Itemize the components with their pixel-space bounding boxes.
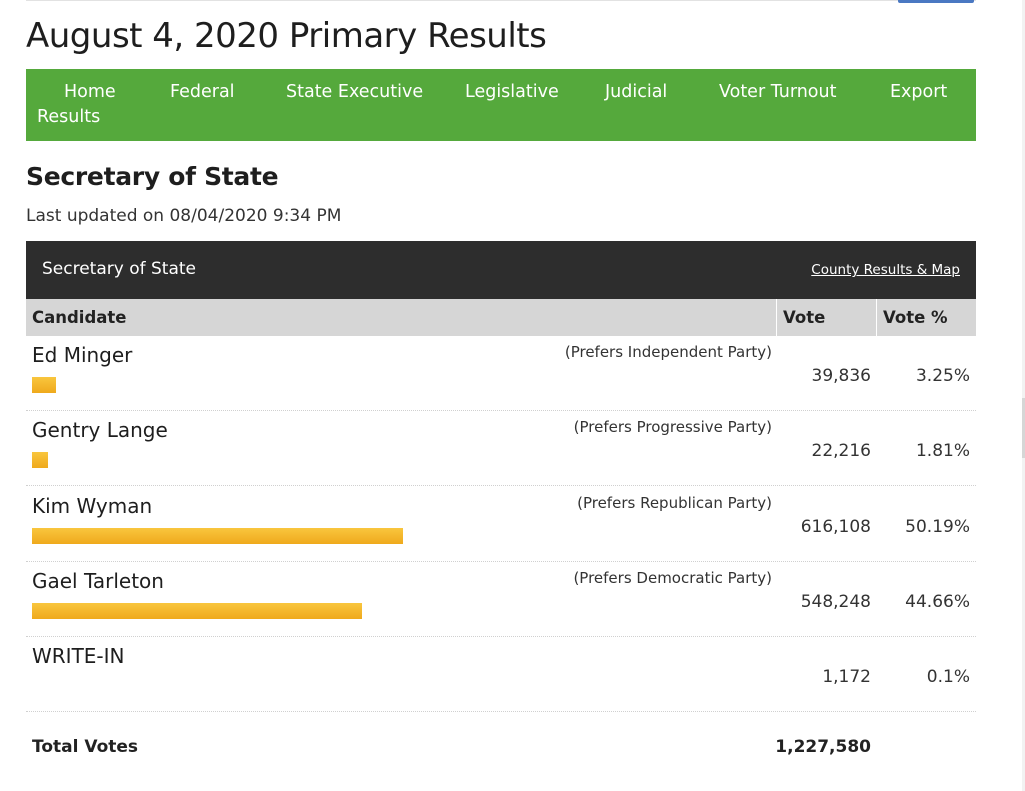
nav-state-executive[interactable]: State Executive <box>286 82 424 102</box>
scrollbar-track[interactable] <box>1022 0 1025 791</box>
result-row: Ed Minger (Prefers Independent Party) 39… <box>26 336 976 411</box>
vote-share-bar <box>32 377 56 393</box>
top-divider <box>26 0 976 1</box>
nav-export[interactable]: Export <box>890 82 948 102</box>
result-row: Gael Tarleton (Prefers Democratic Party)… <box>26 562 976 637</box>
party-preference: (Prefers Democratic Party) <box>573 569 772 587</box>
party-preference: (Prefers Republican Party) <box>577 494 772 512</box>
candidate-name: Kim Wyman <box>32 494 153 518</box>
county-results-link[interactable]: County Results & Map <box>811 262 960 278</box>
nav-judicial[interactable]: Judicial <box>605 82 668 102</box>
nav-home-results-line1: Home <box>64 82 116 102</box>
party-preference: (Prefers Independent Party) <box>564 343 772 361</box>
vote-percent: 1.81% <box>915 441 970 461</box>
total-votes-value: 1,227,580 <box>775 737 871 757</box>
section-title: Secretary of State <box>26 162 279 191</box>
candidate-name: WRITE-IN <box>32 644 125 668</box>
nav-legislative[interactable]: Legislative <box>465 82 559 102</box>
results-table-header: Candidate Vote Vote % <box>26 299 976 336</box>
top-accent-tab[interactable] <box>898 0 974 3</box>
nav-federal[interactable]: Federal <box>170 82 235 102</box>
race-header: Secretary of State County Results & Map <box>26 241 976 299</box>
vote-percent: 3.25% <box>915 366 970 386</box>
total-votes-label: Total Votes <box>32 737 139 757</box>
column-candidate: Candidate <box>32 308 127 327</box>
vote-count: 1,172 <box>822 667 871 687</box>
vote-percent: 44.66% <box>905 592 970 612</box>
vote-count: 39,836 <box>811 366 871 386</box>
candidate-name: Gentry Lange <box>32 418 168 442</box>
nav-home-results[interactable]: Home Results <box>37 80 116 130</box>
page-title: August 4, 2020 Primary Results <box>26 16 547 56</box>
vote-count: 616,108 <box>800 517 871 537</box>
column-divider <box>776 299 777 336</box>
column-vote: Vote <box>783 308 826 327</box>
results-nav: Home Results Federal State Executive Leg… <box>26 69 976 141</box>
column-divider <box>876 299 877 336</box>
nav-home-results-line2: Results <box>37 107 101 127</box>
vote-count: 548,248 <box>800 592 871 612</box>
race-name: Secretary of State <box>42 259 196 279</box>
scrollbar-thumb[interactable] <box>1022 398 1025 458</box>
candidate-name: Ed Minger <box>32 343 133 367</box>
party-preference: (Prefers Progressive Party) <box>573 418 772 436</box>
result-row: WRITE-IN 1,172 0.1% <box>26 637 976 712</box>
vote-count: 22,216 <box>811 441 871 461</box>
candidate-name: Gael Tarleton <box>32 569 164 593</box>
column-vote-pct: Vote % <box>883 308 948 327</box>
vote-share-bar <box>32 528 403 544</box>
vote-share-bar <box>32 603 362 619</box>
nav-voter-turnout[interactable]: Voter Turnout <box>719 82 837 102</box>
vote-percent: 0.1% <box>926 667 970 687</box>
last-updated: Last updated on 08/04/2020 9:34 PM <box>26 206 342 226</box>
vote-share-bar <box>32 452 48 468</box>
vote-percent: 50.19% <box>905 517 970 537</box>
result-row: Gentry Lange (Prefers Progressive Party)… <box>26 411 976 486</box>
result-row: Kim Wyman (Prefers Republican Party) 616… <box>26 487 976 562</box>
